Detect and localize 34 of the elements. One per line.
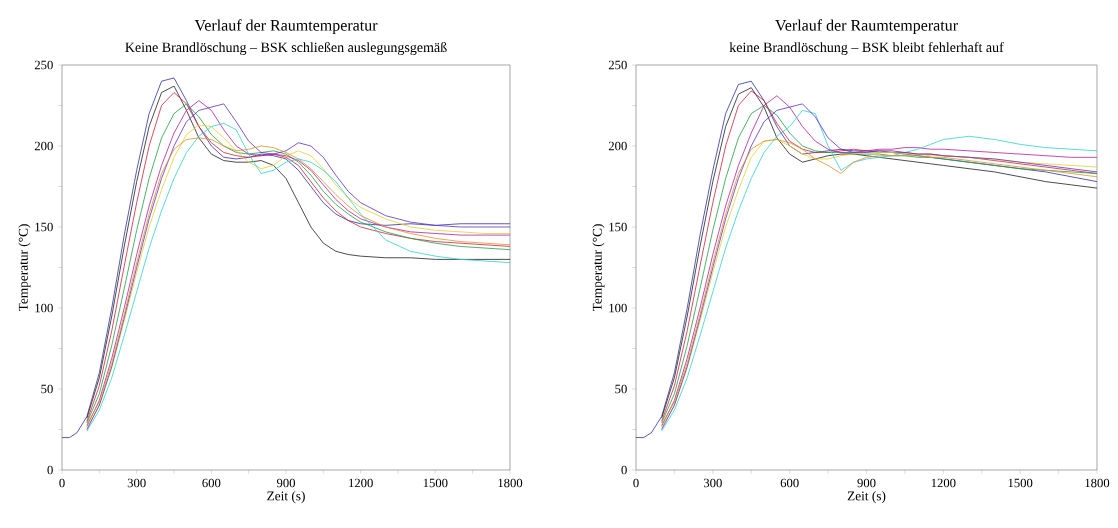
y-tick-label: 50: [41, 384, 53, 394]
y-axis-title: Temperatur (°C): [592, 224, 605, 312]
x-tick-label: 1500: [1008, 478, 1033, 488]
chart-subtitle: keine Brandlöschung – BSK bleibt fehlerhaft auf: [729, 42, 1004, 55]
chart-title: Verlauf der Raumtemperatur: [775, 19, 958, 34]
y-tick-label: 150: [35, 222, 53, 232]
y-tick-label: 100: [609, 303, 627, 313]
x-tick-label: 0: [633, 478, 639, 488]
y-tick-label: 0: [47, 465, 53, 475]
x-tick-label: 1800: [498, 478, 523, 488]
x-tick-label: 0: [59, 478, 65, 488]
x-axis-title: Zeit (s): [267, 491, 305, 504]
x-tick-label: 600: [202, 478, 221, 488]
y-axis-title: Temperatur (°C): [18, 224, 31, 312]
x-tick-label: 1200: [349, 478, 373, 488]
y-tick-label: 100: [35, 303, 53, 313]
chart-title: Verlauf der Raumtemperatur: [194, 19, 378, 34]
x-tick-label: 1500: [423, 478, 448, 488]
y-tick-label: 250: [34, 60, 53, 70]
x-tick-label: 600: [780, 478, 799, 488]
x-tick-label: 1800: [1085, 478, 1110, 488]
x-tick-label: 300: [703, 478, 722, 488]
x-tick-label: 900: [276, 478, 296, 488]
x-tick-label: 300: [127, 478, 146, 488]
y-tick-label: 50: [615, 384, 627, 394]
y-tick-label: 150: [609, 222, 627, 232]
y-tick-label: 200: [34, 141, 53, 151]
x-tick-label: 1200: [931, 478, 956, 488]
chart-subtitle: Keine Brandlöschung – BSK schließen auslegungsgemäß: [125, 42, 447, 55]
y-tick-label: 250: [608, 60, 627, 70]
x-tick-label: 900: [857, 478, 876, 488]
x-axis-title: Zeit (s): [847, 491, 886, 504]
y-tick-label: 0: [621, 465, 627, 475]
y-tick-label: 200: [608, 141, 627, 151]
